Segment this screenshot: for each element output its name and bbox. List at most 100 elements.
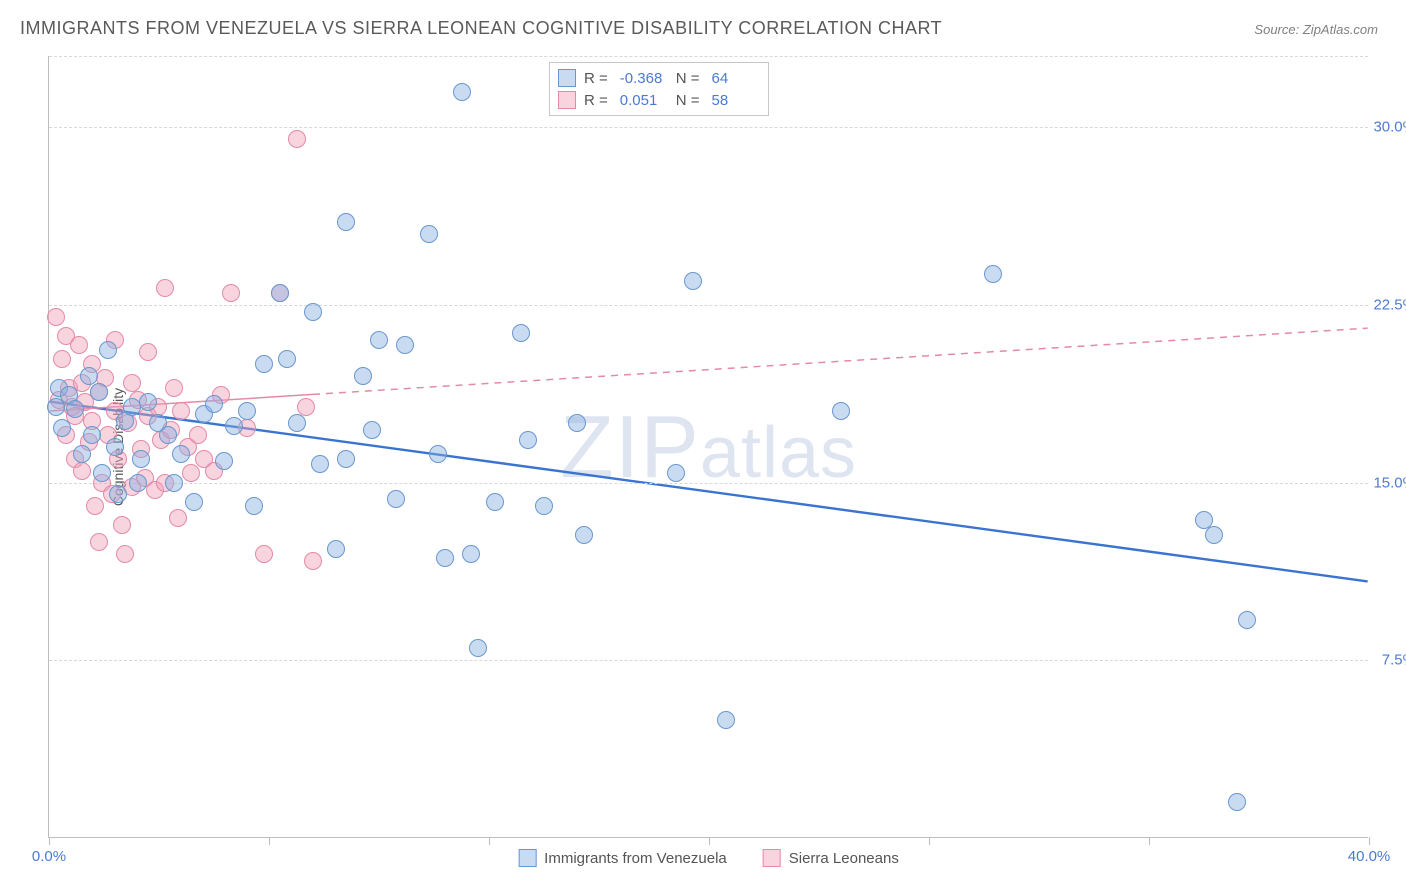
data-point <box>469 639 487 657</box>
gridline <box>49 483 1368 484</box>
data-point <box>684 272 702 290</box>
data-point <box>337 213 355 231</box>
legend-series-item: Sierra Leoneans <box>763 849 899 867</box>
data-point <box>205 395 223 413</box>
data-point <box>271 284 289 302</box>
data-point <box>66 400 84 418</box>
trend-lines-layer <box>49 56 1368 837</box>
data-point <box>387 490 405 508</box>
data-point <box>90 383 108 401</box>
gridline <box>49 56 1368 57</box>
legend-r-label: R = <box>584 70 608 87</box>
legend-n-value: 64 <box>712 70 760 87</box>
data-point <box>255 545 273 563</box>
data-point <box>519 431 537 449</box>
gridline <box>49 660 1368 661</box>
legend-series-label: Immigrants from Venezuela <box>544 850 727 867</box>
legend-n-label: N = <box>676 92 700 109</box>
data-point <box>832 402 850 420</box>
data-point <box>255 355 273 373</box>
data-point <box>535 497 553 515</box>
data-point <box>169 509 187 527</box>
data-point <box>139 393 157 411</box>
data-point <box>575 526 593 544</box>
data-point <box>156 279 174 297</box>
data-point <box>165 379 183 397</box>
y-tick-label: 30.0% <box>1373 119 1406 136</box>
data-point <box>172 445 190 463</box>
data-point <box>304 552 322 570</box>
data-point <box>215 452 233 470</box>
source-attribution: Source: ZipAtlas.com <box>1254 22 1378 37</box>
legend-n-label: N = <box>676 70 700 87</box>
data-point <box>116 545 134 563</box>
data-point <box>1205 526 1223 544</box>
data-point <box>165 474 183 492</box>
legend-r-value: 0.051 <box>620 92 668 109</box>
data-point <box>288 130 306 148</box>
data-point <box>73 445 91 463</box>
source-label: Source: <box>1254 22 1299 37</box>
data-point <box>297 398 315 416</box>
legend-correlation-box: R =-0.368N =64R =0.051N =58 <box>549 62 769 116</box>
data-point <box>123 398 141 416</box>
data-point <box>90 533 108 551</box>
data-point <box>311 455 329 473</box>
data-point <box>189 426 207 444</box>
legend-series: Immigrants from Venezuela Sierra Leoneans <box>518 849 899 867</box>
data-point <box>327 540 345 558</box>
data-point <box>106 438 124 456</box>
data-point <box>222 284 240 302</box>
data-point <box>159 426 177 444</box>
data-point <box>486 493 504 511</box>
x-tick <box>1369 837 1370 845</box>
y-tick-label: 7.5% <box>1382 652 1406 669</box>
data-point <box>429 445 447 463</box>
y-tick-label: 22.5% <box>1373 296 1406 313</box>
x-tick-label: 40.0% <box>1348 848 1391 865</box>
data-point <box>93 464 111 482</box>
data-point <box>512 324 530 342</box>
data-point <box>337 450 355 468</box>
data-point <box>70 336 88 354</box>
data-point <box>80 367 98 385</box>
gridline <box>49 305 1368 306</box>
legend-swatch <box>518 849 536 867</box>
data-point <box>238 402 256 420</box>
data-point <box>667 464 685 482</box>
data-point <box>363 421 381 439</box>
data-point <box>1238 611 1256 629</box>
data-point <box>370 331 388 349</box>
data-point <box>109 485 127 503</box>
data-point <box>182 464 200 482</box>
data-point <box>123 374 141 392</box>
x-tick <box>489 837 490 845</box>
data-point <box>245 497 263 515</box>
data-point <box>225 417 243 435</box>
data-point <box>278 350 296 368</box>
legend-r-label: R = <box>584 92 608 109</box>
data-point <box>462 545 480 563</box>
legend-series-item: Immigrants from Venezuela <box>518 849 727 867</box>
legend-swatch <box>763 849 781 867</box>
legend-series-label: Sierra Leoneans <box>789 850 899 867</box>
legend-n-value: 58 <box>712 92 760 109</box>
data-point <box>129 474 147 492</box>
data-point <box>113 516 131 534</box>
data-point <box>288 414 306 432</box>
data-point <box>984 265 1002 283</box>
x-tick-label: 0.0% <box>32 848 66 865</box>
data-point <box>53 419 71 437</box>
data-point <box>354 367 372 385</box>
source-value: ZipAtlas.com <box>1303 22 1378 37</box>
data-point <box>717 711 735 729</box>
data-point <box>304 303 322 321</box>
data-point <box>453 83 471 101</box>
legend-correlation-row: R =-0.368N =64 <box>558 67 760 89</box>
x-tick <box>929 837 930 845</box>
y-tick-label: 15.0% <box>1373 474 1406 491</box>
data-point <box>86 497 104 515</box>
data-point <box>172 402 190 420</box>
chart-title: IMMIGRANTS FROM VENEZUELA VS SIERRA LEON… <box>20 18 942 39</box>
legend-correlation-row: R = 0.051 N = 58 <box>558 89 760 111</box>
